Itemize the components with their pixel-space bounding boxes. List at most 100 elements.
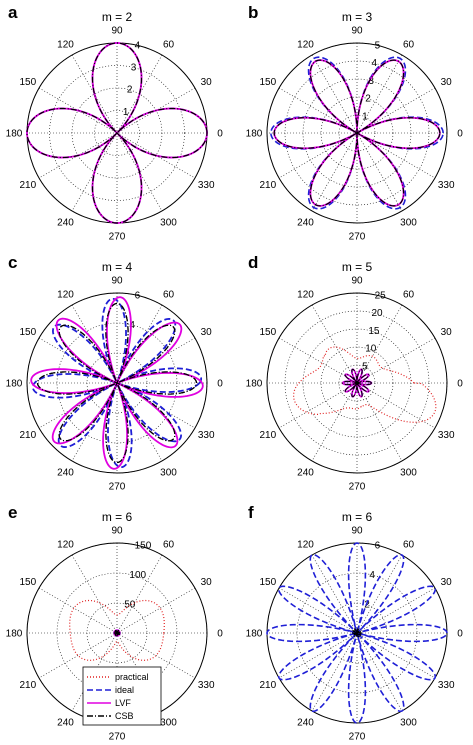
angle-label: 180 bbox=[6, 379, 23, 390]
panel-label: c bbox=[8, 253, 17, 272]
series-csb bbox=[342, 368, 372, 398]
radius-label: 25 bbox=[375, 290, 387, 301]
radius-label: 100 bbox=[129, 570, 146, 581]
radius-label: 3 bbox=[131, 63, 137, 74]
radius-label: 1 bbox=[362, 111, 368, 122]
angle-label: 150 bbox=[259, 327, 276, 338]
angle-label: 90 bbox=[351, 26, 363, 37]
angle-label: 120 bbox=[297, 39, 314, 50]
angle-label: 150 bbox=[259, 577, 276, 588]
angle-label: 270 bbox=[349, 232, 366, 243]
angle-label: 180 bbox=[246, 629, 263, 640]
series-lvf bbox=[30, 296, 204, 470]
angle-label: 90 bbox=[111, 526, 123, 537]
polar-frame bbox=[266, 292, 448, 474]
angle-label: 300 bbox=[160, 718, 177, 729]
angle-label: 240 bbox=[57, 718, 74, 729]
angle-label: 150 bbox=[19, 77, 36, 88]
series-ideal bbox=[270, 56, 444, 210]
series-csb bbox=[36, 302, 198, 464]
radius-label: 4 bbox=[129, 320, 135, 331]
polar-panel-f: f m = 6 0 30 60 90 120 150 180 210 240 270 300 330 2 4 6 bbox=[246, 503, 464, 743]
panel-label: a bbox=[8, 3, 18, 22]
polar-panel-e: e m = 6 0 30 60 90 120 150 180 210 240 270 300 330 50 1… bbox=[6, 503, 224, 743]
angle-label: 330 bbox=[198, 180, 215, 191]
grid-spoke bbox=[71, 554, 163, 712]
angle-label: 30 bbox=[201, 327, 213, 338]
angle-label: 270 bbox=[109, 732, 126, 743]
angle-label: 0 bbox=[457, 629, 463, 640]
angle-label: 240 bbox=[297, 218, 314, 229]
angle-label: 210 bbox=[19, 430, 36, 441]
radius-label: 4 bbox=[135, 40, 141, 51]
legend-label-practical: practical bbox=[115, 672, 149, 682]
radius-label: 3 bbox=[368, 76, 374, 87]
radius-label: 4 bbox=[369, 570, 375, 581]
polar-frame bbox=[26, 292, 208, 474]
angle-label: 210 bbox=[259, 180, 276, 191]
angle-label: 150 bbox=[259, 77, 276, 88]
legend-label-ideal: ideal bbox=[115, 685, 134, 695]
angle-label: 330 bbox=[438, 180, 455, 191]
radius-label: 20 bbox=[372, 308, 384, 319]
angle-label: 210 bbox=[259, 430, 276, 441]
legend: practical ideal LVF CSB bbox=[82, 666, 162, 726]
angle-label: 0 bbox=[217, 629, 223, 640]
panel-title: m = 3 bbox=[342, 10, 373, 24]
angle-label: 210 bbox=[19, 180, 36, 191]
angle-label: 180 bbox=[6, 629, 23, 640]
angle-label: 330 bbox=[438, 430, 455, 441]
angle-label: 120 bbox=[297, 539, 314, 550]
angle-label: 60 bbox=[403, 39, 415, 50]
polar-panel-b: b m = 3 0 30 60 90 120 150 180 210 240 270 300 330 1 2 3… bbox=[246, 3, 464, 243]
radius-label: 2 bbox=[127, 85, 133, 96]
legend-label-lvf: LVF bbox=[115, 698, 131, 708]
panel-label: d bbox=[248, 253, 258, 272]
angle-label: 60 bbox=[163, 539, 175, 550]
radius-label: 4 bbox=[372, 58, 378, 69]
radius-label: 2 bbox=[364, 599, 370, 610]
angle-label: 0 bbox=[457, 129, 463, 140]
radius-label: 5 bbox=[375, 40, 381, 51]
angle-label: 120 bbox=[57, 39, 74, 50]
series-practical bbox=[69, 599, 165, 661]
panel-title: m = 4 bbox=[102, 260, 133, 274]
series-practical bbox=[293, 346, 437, 423]
polar-frame bbox=[266, 42, 448, 224]
angle-label: 120 bbox=[297, 289, 314, 300]
series-csb bbox=[113, 629, 121, 637]
panel-label: f bbox=[248, 503, 254, 522]
angle-label: 0 bbox=[217, 129, 223, 140]
angle-label: 60 bbox=[163, 289, 175, 300]
angle-label: 270 bbox=[349, 482, 366, 493]
polar-panel-a: a m = 2 0 30 60 90 120 150 180 210 240 270 300 330 1 2 3… bbox=[6, 3, 224, 243]
panel-label: b bbox=[248, 3, 258, 22]
panel-label: e bbox=[8, 503, 17, 522]
radius-label: 6 bbox=[135, 290, 141, 301]
radius-label: 2 bbox=[365, 94, 371, 105]
angle-label: 0 bbox=[457, 379, 463, 390]
angle-label: 60 bbox=[163, 39, 175, 50]
angle-label: 270 bbox=[109, 232, 126, 243]
panel-title: m = 6 bbox=[342, 510, 373, 524]
series-ideal bbox=[31, 297, 203, 469]
angle-label: 30 bbox=[441, 577, 453, 588]
angle-label: 90 bbox=[111, 276, 123, 287]
radius-label: 50 bbox=[124, 599, 136, 610]
radius-label: 5 bbox=[362, 361, 368, 372]
angle-label: 240 bbox=[297, 718, 314, 729]
angle-label: 120 bbox=[57, 539, 74, 550]
series-csb bbox=[351, 627, 362, 639]
polar-panel-d: d m = 5 0 30 60 90 120 150 180 210 240 270 300 330 5 10… bbox=[246, 253, 464, 493]
radius-label: 1 bbox=[123, 107, 129, 118]
angle-label: 180 bbox=[246, 129, 263, 140]
angle-label: 30 bbox=[201, 577, 213, 588]
radius-label: 6 bbox=[375, 540, 381, 551]
grid-ring bbox=[49, 65, 185, 201]
angle-label: 30 bbox=[201, 77, 213, 88]
angle-label: 240 bbox=[57, 468, 74, 479]
angle-label: 210 bbox=[259, 680, 276, 691]
angle-label: 330 bbox=[198, 430, 215, 441]
angle-label: 300 bbox=[400, 468, 417, 479]
